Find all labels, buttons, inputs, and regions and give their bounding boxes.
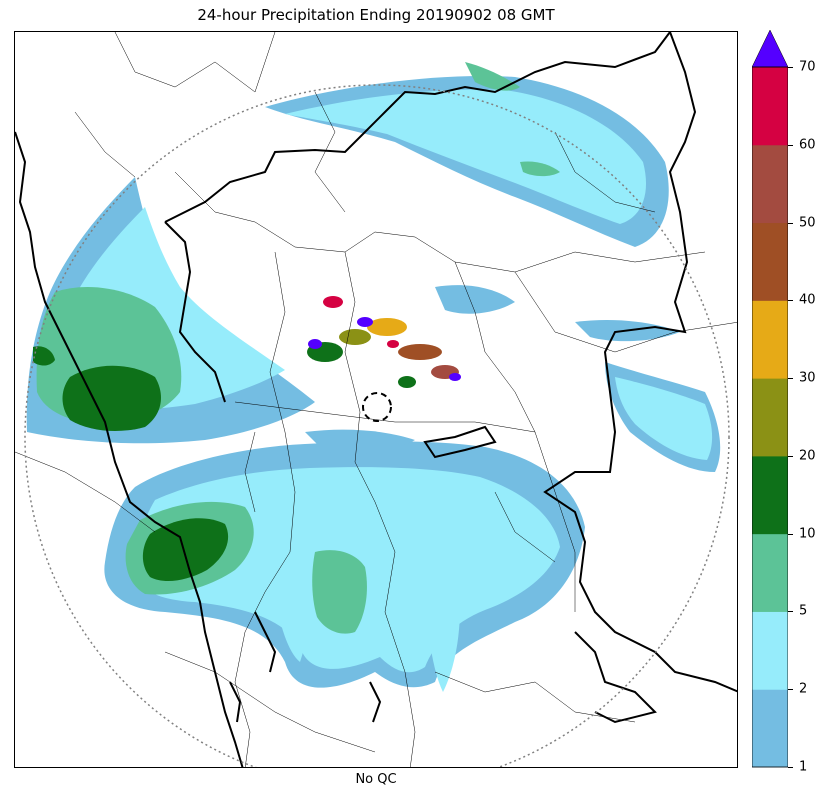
colorbar-tick bbox=[788, 378, 793, 380]
colorbar-tick bbox=[788, 455, 793, 457]
colorbar-tick-label: 1 bbox=[799, 759, 808, 775]
colorbar-segment bbox=[752, 611, 788, 690]
colorbar-segment bbox=[752, 222, 788, 301]
colorbar-tick bbox=[788, 144, 793, 146]
precip-intense-cells bbox=[307, 296, 461, 388]
radar-range-ring bbox=[24, 84, 730, 767]
colorbar-segment bbox=[752, 689, 788, 768]
colorbar-segment bbox=[752, 144, 788, 224]
colorbar-tick bbox=[788, 611, 793, 613]
colorbar-tick bbox=[788, 300, 793, 302]
colorbar bbox=[752, 30, 788, 768]
qc-label: No QC bbox=[355, 772, 397, 787]
colorbar-segment bbox=[752, 67, 788, 146]
colorbar-outline bbox=[752, 66, 788, 768]
colorbar-segment bbox=[752, 300, 788, 379]
colorbar-segment bbox=[752, 455, 788, 535]
colorbar-tick-label: 70 bbox=[799, 59, 816, 75]
colorbar-tick-label: 30 bbox=[799, 370, 816, 386]
colorbar-tick bbox=[788, 767, 793, 768]
internal-borders bbox=[15, 32, 737, 767]
colorbar-segments bbox=[752, 67, 788, 768]
colorbar-tick-label: 60 bbox=[799, 137, 816, 153]
colorbar-tick-label: 2 bbox=[799, 681, 808, 697]
precip-layer-10-20 bbox=[33, 346, 229, 582]
colorbar-tick bbox=[788, 533, 793, 535]
colorbar-tick-label: 5 bbox=[799, 603, 808, 619]
precipitation-map bbox=[15, 32, 737, 767]
colorbar-tick-label: 50 bbox=[799, 215, 816, 231]
colorbar-tick-label: 40 bbox=[799, 292, 816, 308]
colorbar-segment bbox=[752, 533, 788, 612]
colorbar-tick-label: 20 bbox=[799, 448, 816, 464]
radar-site-marker bbox=[362, 392, 392, 422]
colorbar-extend-triangle bbox=[752, 30, 788, 68]
map-title: 24-hour Precipitation Ending 20190902 08… bbox=[197, 6, 555, 24]
colorbar-segment bbox=[752, 378, 788, 457]
colorbar-tick-label: 10 bbox=[799, 526, 816, 542]
colorbar-tick bbox=[788, 67, 793, 68]
colorbar-tick bbox=[788, 689, 793, 691]
colorbar-tick bbox=[788, 222, 793, 224]
national-borders bbox=[15, 32, 737, 767]
radar-map bbox=[14, 31, 738, 768]
